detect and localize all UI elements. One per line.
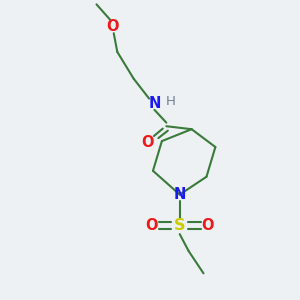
Text: O: O	[142, 135, 154, 150]
Text: H: H	[166, 95, 176, 108]
Text: S: S	[174, 218, 185, 233]
Text: O: O	[106, 19, 119, 34]
Text: O: O	[145, 218, 158, 233]
Text: N: N	[173, 187, 186, 202]
Text: N: N	[148, 96, 160, 111]
Text: O: O	[202, 218, 214, 233]
